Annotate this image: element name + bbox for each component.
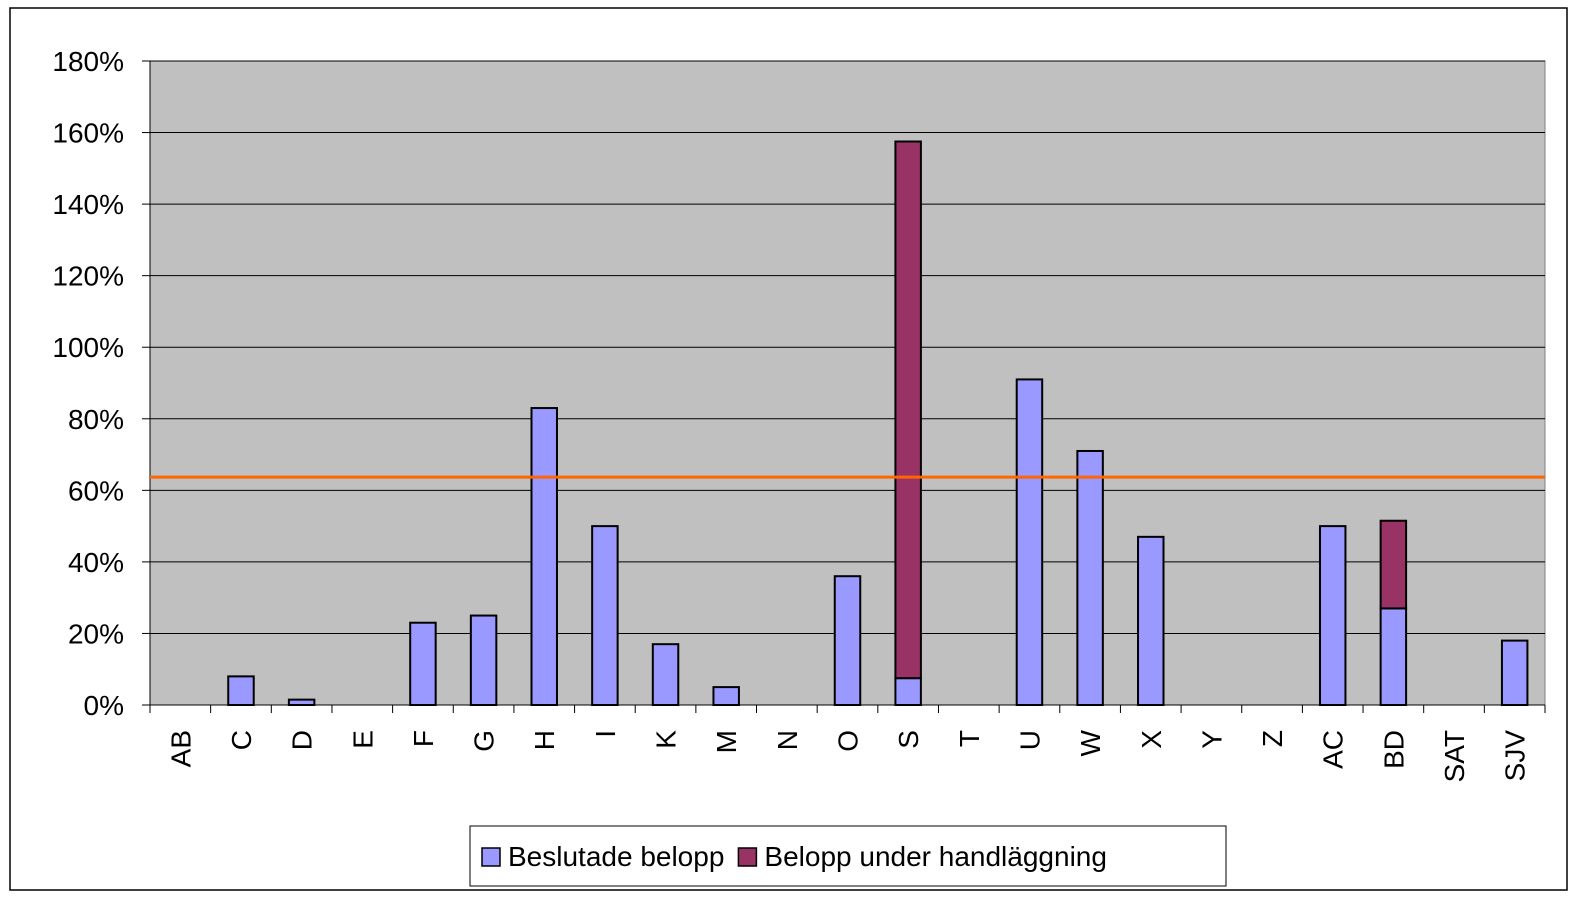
bar — [833, 575, 862, 707]
x-tick-label: D — [287, 730, 318, 750]
x-tick-label: AB — [165, 730, 196, 767]
x-tick-label: N — [772, 730, 803, 750]
x-tick-label: Z — [1257, 730, 1288, 747]
bar — [530, 407, 558, 706]
x-tick-label: O — [833, 730, 864, 752]
x-tick-label: K — [651, 730, 682, 749]
bar — [1137, 535, 1165, 706]
x-tick-label: Y — [1196, 730, 1227, 749]
y-tick-label: 100% — [52, 332, 124, 363]
y-tick-label: 140% — [52, 189, 124, 220]
x-tick-label: AC — [1318, 730, 1349, 769]
x-tick-label: E — [347, 730, 378, 749]
x-tick-label: T — [954, 730, 985, 747]
bar — [1500, 639, 1529, 706]
y-tick-label: 0% — [84, 690, 124, 721]
bar — [409, 621, 437, 707]
bar — [1379, 607, 1408, 707]
x-tick-label: G — [469, 730, 500, 752]
x-tick-label: F — [408, 730, 439, 747]
bar — [894, 677, 922, 707]
bar — [469, 614, 498, 706]
y-tick-label: 120% — [52, 261, 124, 292]
bar — [651, 643, 680, 707]
y-tick-label: 60% — [68, 475, 124, 506]
bar — [894, 140, 922, 680]
legend-swatch — [481, 847, 501, 867]
bar — [1015, 378, 1044, 706]
legend-swatch — [737, 847, 758, 867]
legend-label: Belopp under handläggning — [764, 841, 1107, 872]
legend-box — [469, 825, 1227, 887]
bar — [1076, 449, 1104, 706]
y-tick-label: 40% — [68, 547, 124, 578]
x-tick-label: BD — [1378, 730, 1409, 769]
y-tick-label: 180% — [52, 46, 124, 77]
bar — [712, 686, 740, 706]
bar — [1318, 525, 1347, 706]
x-tick-label: I — [590, 730, 621, 738]
x-tick-label: X — [1136, 730, 1167, 749]
y-tick-label: 80% — [68, 404, 124, 435]
bar — [591, 525, 619, 706]
x-tick-label: SAT — [1439, 730, 1470, 782]
x-tick-label: M — [711, 730, 742, 753]
y-tick-label: 20% — [68, 618, 124, 649]
y-tick-label: 160% — [52, 118, 124, 149]
x-tick-label: C — [226, 730, 257, 750]
x-tick-label: U — [1014, 730, 1045, 750]
bar — [1379, 519, 1408, 610]
x-tick-label: S — [893, 730, 924, 749]
x-tick-label: H — [529, 730, 560, 750]
x-tick-label: W — [1075, 729, 1106, 756]
x-tick-label: SJV — [1500, 730, 1531, 782]
legend-label: Beslutade belopp — [508, 841, 724, 872]
bar — [287, 698, 316, 707]
bar — [227, 675, 255, 707]
